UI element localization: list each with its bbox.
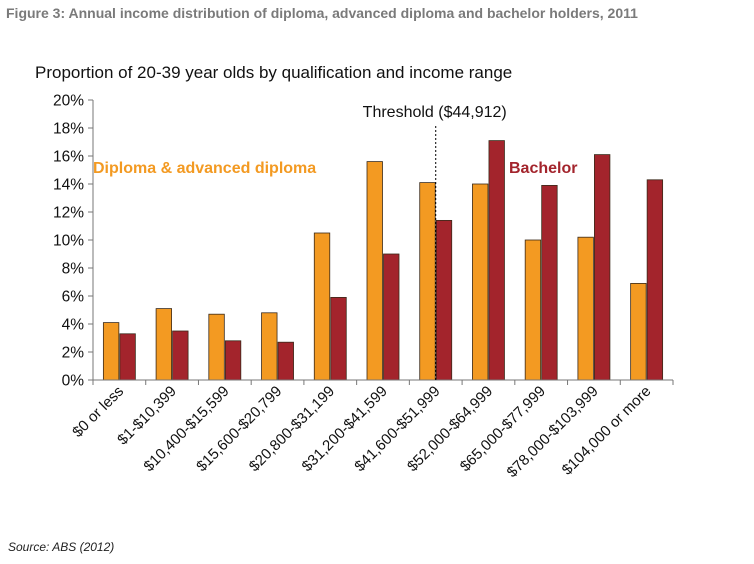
source-note: Source: ABS (2012) [8,540,115,554]
x-axis-ticks [92,380,674,385]
y-tick-label: 18% [53,121,84,138]
bar-bachelor [277,341,294,381]
y-tick-label: 2% [62,345,85,362]
x-category-label: $104,000 or more [559,383,655,479]
bar-diploma [630,282,647,381]
y-tick-label: 10% [53,233,84,250]
y-axis-ticks: 0% 2% 4% 6% 8% 10% 12% 14% 16% 18% 20% [53,93,93,390]
threshold-label: Threshold ($44,912) [363,104,507,121]
bar-bachelor [330,296,347,381]
x-axis-labels: $0 or less$1-$10,399$10,400-$15,599$15,6… [69,383,654,481]
series-label-bachelor: Bachelor [509,160,577,177]
x-category-label: $78,000-$103,999 [504,383,602,481]
bar-bachelor [594,154,611,381]
y-tick-label: 16% [53,149,84,166]
figure-title: Figure 3: Annual income distribution of … [6,5,638,21]
y-tick-label: 12% [53,205,84,222]
y-tick-label: 20% [53,93,84,110]
bar-diploma [366,161,383,381]
bar-diploma [419,182,436,381]
series-label-diploma: Diploma & advanced diploma [93,160,316,177]
bar-bachelor [119,333,136,381]
chart-title: Proportion of 20-39 year olds by qualifi… [35,63,513,82]
bar-diploma [261,312,278,381]
bar-bachelor [646,179,664,381]
y-tick-label: 8% [62,261,85,278]
bar-bachelor [488,140,505,381]
y-tick-label: 6% [62,289,85,306]
bar-diploma [472,183,489,381]
bar-bachelor [435,219,453,381]
y-tick-label: 4% [62,317,85,334]
bar-bachelor [224,340,242,381]
bar-diploma [524,239,542,381]
bar-bachelor [172,330,189,381]
bar-bachelor [541,184,558,381]
bar-diploma [155,308,172,381]
bar-diploma [102,322,120,381]
bars [102,140,664,381]
bar-diploma [208,313,225,381]
bar-diploma [313,232,331,381]
y-tick-label: 0% [62,373,85,390]
bar-bachelor [383,253,400,381]
y-tick-label: 14% [53,177,84,194]
bar-diploma [577,236,594,381]
